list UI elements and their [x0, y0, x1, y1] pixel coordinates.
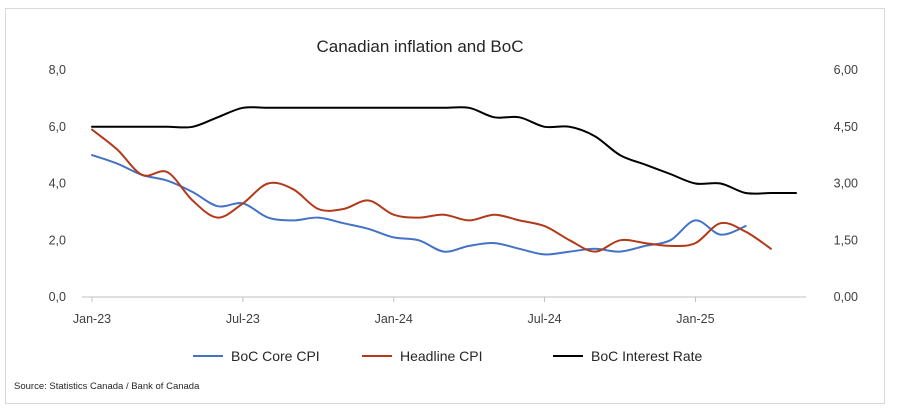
- y-right-tick-label: 0,00: [834, 290, 858, 304]
- x-tick-label: Jul-24: [528, 312, 562, 326]
- chart-frame: [5, 8, 885, 404]
- y-left-tick-label: 6,0: [49, 120, 66, 134]
- y-left-tick-label: 0,0: [49, 290, 66, 304]
- legend-label-boc-interest-rate: BoC Interest Rate: [591, 348, 702, 364]
- x-tick-label: Jul-23: [226, 312, 260, 326]
- y-right-tick-label: 6,00: [834, 63, 858, 77]
- source-note: Source: Statistics Canada / Bank of Cana…: [14, 381, 200, 392]
- y-right-tick-label: 4,50: [834, 120, 858, 134]
- y-right-tick-label: 3,00: [834, 177, 858, 191]
- series-line-headline-cpi: [91, 128, 772, 253]
- axes: 0,0 2,0 4,0 6,0 8,0 0,00 1,50 3,00 4,50 6,00 Jan-2…: [49, 63, 858, 326]
- y-right-tick-label: 1,50: [834, 233, 858, 247]
- series-line-boc-core-cpi: [91, 154, 747, 256]
- x-tick-label: Jan-25: [676, 312, 714, 326]
- x-tick-label: Jan-23: [73, 312, 111, 326]
- y-left-tick-label: 8,0: [49, 63, 66, 77]
- legend: BoC Core CPI Headline CPI BoC Interest Rat…: [193, 348, 702, 364]
- chart-title: Canadian inflation and BoC: [317, 37, 524, 56]
- legend-label-headline-cpi: Headline CPI: [400, 348, 483, 364]
- series-line-boc-interest-rate: [91, 106, 797, 195]
- legend-label-boc-core-cpi: BoC Core CPI: [231, 348, 320, 364]
- y-left-tick-label: 4,0: [49, 177, 66, 191]
- x-tick-label: Jan-24: [375, 312, 413, 326]
- y-left-tick-label: 2,0: [49, 233, 66, 247]
- series-layer: [91, 106, 797, 256]
